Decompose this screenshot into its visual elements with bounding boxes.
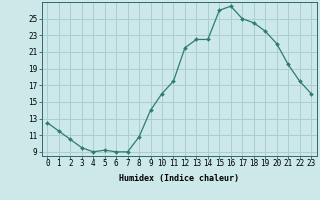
X-axis label: Humidex (Indice chaleur): Humidex (Indice chaleur) [119, 174, 239, 183]
